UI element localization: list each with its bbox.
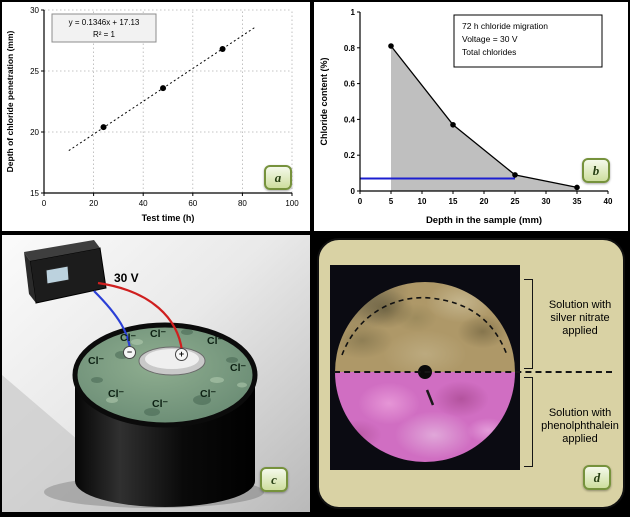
- svg-text:60: 60: [188, 199, 197, 208]
- blue-wire: [93, 290, 132, 350]
- chloride-ion-label: Cl⁻: [108, 388, 125, 400]
- panel-label-b: b: [582, 158, 610, 183]
- svg-text:35: 35: [573, 197, 582, 206]
- migration-test-illustration: [2, 235, 310, 512]
- svg-text:40: 40: [139, 199, 148, 208]
- svg-text:10: 10: [418, 197, 427, 206]
- svg-text:0.8: 0.8: [344, 44, 356, 53]
- chloride-ion-label: Cl⁻: [150, 328, 167, 340]
- svg-text:20: 20: [480, 197, 489, 206]
- svg-text:y = 0.1346x + 17.13: y = 0.1346x + 17.13: [69, 18, 140, 27]
- svg-text:0: 0: [358, 197, 363, 206]
- svg-text:20: 20: [30, 128, 39, 137]
- surface-speckles-dark: [91, 329, 238, 416]
- svg-text:15: 15: [30, 189, 39, 198]
- svg-text:0.2: 0.2: [344, 151, 356, 160]
- svg-text:25: 25: [511, 197, 520, 206]
- central-electrode-disc-top: [145, 349, 199, 369]
- penetration-front-overlay: [341, 296, 508, 406]
- svg-text:80: 80: [238, 199, 247, 208]
- red-wire: [97, 281, 184, 352]
- panel-c-migration-test-render: 30 V Cl⁻ Cl⁻ Cl⁻ Cl⁻ Cl⁻ Cl⁻ Cl⁻ Cl⁻ + −…: [2, 235, 310, 512]
- svg-text:0.6: 0.6: [344, 80, 356, 89]
- svg-text:25: 25: [30, 67, 39, 76]
- anode-plus-terminal: +: [175, 348, 188, 361]
- svg-text:100: 100: [285, 199, 299, 208]
- svg-text:1: 1: [351, 8, 356, 17]
- svg-text:0.4: 0.4: [344, 115, 356, 124]
- panel-b-chloride-profile-chart: 0 5 10 15 20 25 30 35 40 0 0.2 0.4 0.6 0.8 1 Depth in t…: [314, 2, 628, 231]
- svg-text:Depth in the sample (mm): Depth in the sample (mm): [426, 215, 542, 226]
- panel-label-c: c: [260, 467, 288, 492]
- chloride-ion-label: Cl⁻: [120, 332, 137, 344]
- cathode-minus-terminal: −: [123, 346, 136, 359]
- panel-label-a: a: [264, 165, 292, 190]
- panel-d-specimen-photo: Solution with silver nitrate applied Sol…: [314, 235, 628, 512]
- phenolphthalein-note: Solution with phenolphthalein applied: [541, 407, 619, 445]
- half-divider-dashed-line: [334, 371, 612, 373]
- panel-a-penetration-chart: 0 20 40 60 80 100 15 20 25 30 Test time (h) Depth o…: [2, 2, 310, 231]
- svg-text:0: 0: [42, 199, 47, 208]
- chloride-ion-label: Cl⁻: [88, 355, 105, 367]
- svg-text:20: 20: [89, 199, 98, 208]
- svg-text:0: 0: [351, 187, 356, 196]
- chloride-ion-label: Cl⁻: [230, 362, 247, 374]
- silver-nitrate-note: Solution with silver nitrate applied: [548, 299, 612, 337]
- svg-text:Depth of chloride penetration: Depth of chloride penetration (mm): [5, 30, 15, 172]
- surface-speckles-light: [106, 339, 247, 403]
- panel-label-d: d: [583, 465, 611, 490]
- power-supply: [24, 240, 107, 304]
- area-chart-chloride-content-vs-depth: 0 5 10 15 20 25 30 35 40 0 0.2 0.4 0.6 0.8 1 Depth in t…: [319, 8, 613, 226]
- surface-crack-mark: [425, 389, 435, 406]
- cross-section-photo: [330, 265, 520, 470]
- svg-text:30: 30: [30, 6, 39, 15]
- svg-text:40: 40: [604, 197, 613, 206]
- penetration-front-dashed-line: [341, 296, 508, 356]
- svg-text:5: 5: [389, 197, 394, 206]
- svg-text:Test time (h): Test time (h): [142, 213, 195, 223]
- svg-text:Voltage = 30 V: Voltage = 30 V: [462, 34, 518, 44]
- svg-text:R² = 1: R² = 1: [93, 30, 116, 39]
- voltage-label: 30 V: [114, 271, 139, 285]
- svg-text:Chloride content (%): Chloride content (%): [319, 58, 329, 146]
- chloride-ion-label: Cl⁻: [200, 388, 217, 400]
- svg-text:Total chlorides: Total chlorides: [462, 47, 516, 57]
- power-supply-display: [45, 265, 70, 285]
- bracket-bottom-half: [524, 377, 533, 467]
- svg-text:15: 15: [449, 197, 458, 206]
- svg-text:72 h chloride migration: 72 h chloride migration: [462, 21, 548, 31]
- chloride-ion-label: Cl⁻: [207, 335, 224, 347]
- bracket-top-half: [524, 279, 533, 369]
- chloride-ion-label: Cl⁻: [152, 398, 169, 410]
- scatter-chart-penetration-vs-time: 0 20 40 60 80 100 15 20 25 30 Test time (h) Depth o…: [5, 6, 299, 223]
- svg-text:30: 30: [542, 197, 551, 206]
